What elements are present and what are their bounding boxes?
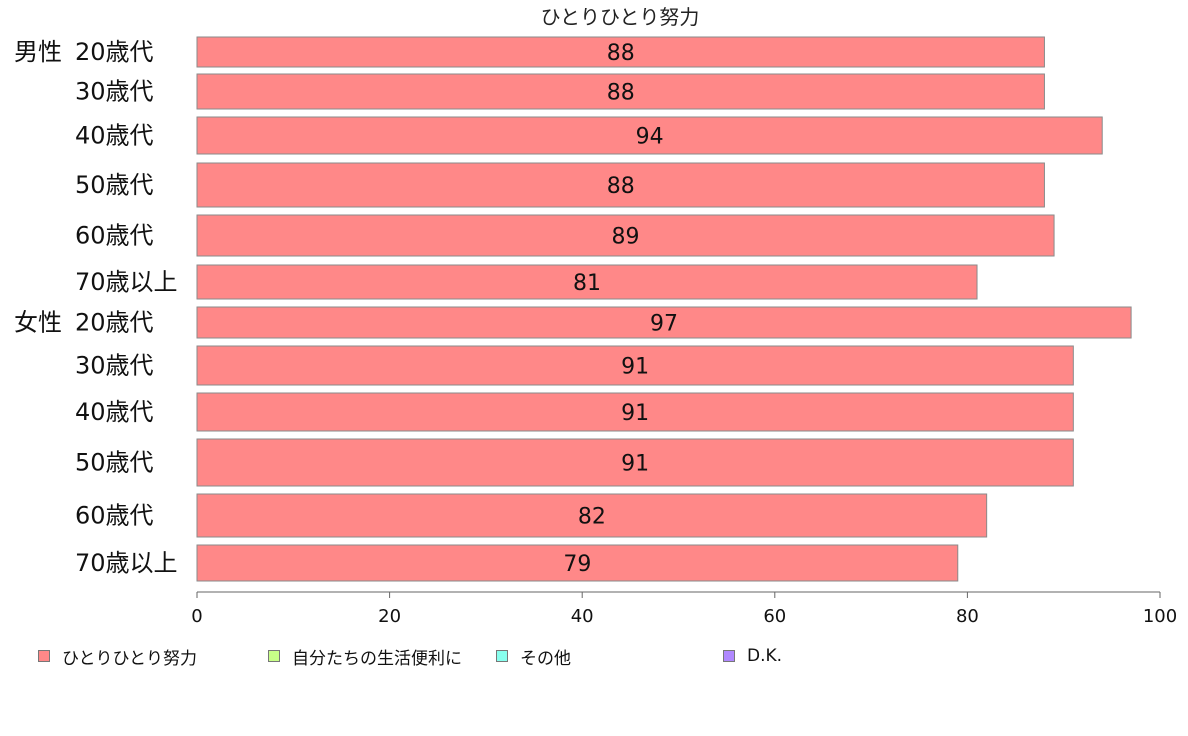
bar xyxy=(196,493,988,538)
bar-value-label: 81 xyxy=(573,271,601,296)
x-tick-label: 80 xyxy=(956,606,979,627)
bar xyxy=(196,214,1055,257)
category-label: 50歳代 xyxy=(75,449,154,477)
bar xyxy=(196,36,1045,68)
bar-value-label: 89 xyxy=(612,225,640,250)
bar-value-label: 94 xyxy=(636,125,664,150)
category-label: 70歳以上 xyxy=(75,549,178,577)
legend-label: ひとりひとり努力 xyxy=(62,648,197,669)
bar xyxy=(196,345,1074,386)
category-label: 70歳以上 xyxy=(75,268,178,296)
bar xyxy=(196,392,1074,432)
bar xyxy=(196,116,1103,155)
legend-item: 自分たちの生活便利に xyxy=(268,644,462,669)
bar-value-label: 91 xyxy=(621,452,649,477)
legend-label: D.K. xyxy=(747,646,783,666)
group-label: 男性 xyxy=(14,38,62,66)
category-label: 40歳代 xyxy=(75,398,154,426)
bar-value-label: 79 xyxy=(563,552,591,577)
legend-swatch xyxy=(38,650,50,662)
legend-item: ひとりひとり努力 xyxy=(38,644,197,669)
bar xyxy=(196,544,959,582)
legend-item: D.K. xyxy=(723,644,782,668)
category-label: 30歳代 xyxy=(75,78,154,106)
legend-swatch xyxy=(496,650,508,662)
bar-value-label: 91 xyxy=(621,355,649,380)
category-label: 50歳代 xyxy=(75,171,154,199)
bar xyxy=(196,264,978,300)
category-label: 60歳代 xyxy=(75,222,154,250)
legend-label: その他 xyxy=(520,648,571,669)
bar xyxy=(196,306,1132,339)
legend-item: その他 xyxy=(496,644,571,669)
bar xyxy=(196,73,1045,110)
bar-value-label: 97 xyxy=(650,312,678,337)
legend-swatch xyxy=(723,650,735,662)
bar xyxy=(196,162,1045,208)
bar-value-label: 88 xyxy=(607,41,635,66)
legend: ひとりひとり努力 自分たちの生活便利に その他 D.K. xyxy=(38,644,938,669)
x-tick-label: 40 xyxy=(571,606,594,627)
chart-title: ひとりひとり努力 xyxy=(541,5,700,29)
bar-value-label: 91 xyxy=(621,401,649,426)
x-axis: 0 20 40 60 80 100 xyxy=(191,591,1177,627)
category-label: 40歳代 xyxy=(75,122,154,150)
category-label: 30歳代 xyxy=(75,352,154,380)
legend-swatch xyxy=(268,650,280,662)
x-tick-label: 0 xyxy=(191,606,202,627)
category-label: 60歳代 xyxy=(75,502,154,530)
legend-label: 自分たちの生活便利に xyxy=(292,648,462,669)
x-tick-label: 20 xyxy=(378,606,401,627)
bar xyxy=(196,438,1074,487)
category-label: 20歳代 xyxy=(75,309,154,337)
category-label: 20歳代 xyxy=(75,38,154,66)
x-tick-label: 60 xyxy=(763,606,786,627)
group-label: 女性 xyxy=(14,309,62,337)
bar-value-label: 82 xyxy=(578,505,606,530)
bar-value-label: 88 xyxy=(607,81,635,106)
x-tick-label: 100 xyxy=(1143,606,1177,627)
bar-value-label: 88 xyxy=(607,174,635,199)
